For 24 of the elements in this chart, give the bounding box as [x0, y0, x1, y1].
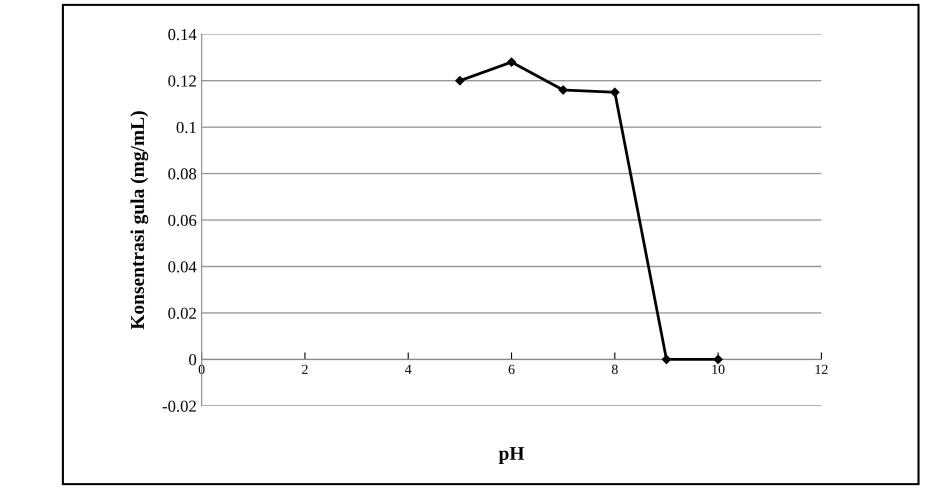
- x-tick-label: 4: [405, 364, 412, 374]
- y-tick-label: 0.1: [176, 122, 196, 134]
- point: [662, 354, 672, 364]
- point: [713, 354, 723, 364]
- x-tick-label: 0: [198, 364, 205, 374]
- y-tick-label: 0.08: [168, 168, 196, 180]
- point: [506, 57, 516, 67]
- x-tick-label: 6: [508, 364, 515, 374]
- y-tick-label: 0.12: [168, 75, 196, 87]
- y-tick-label: 0.04: [168, 261, 197, 273]
- y-tick-label: 0.14: [168, 28, 197, 40]
- point: [558, 85, 568, 95]
- y-tick-label: 0.06: [168, 214, 196, 226]
- point: [455, 76, 465, 86]
- y-tick-label: 0: [189, 354, 196, 366]
- y-tick-label: -0.02: [162, 400, 196, 412]
- x-tick-label: 12: [816, 364, 828, 374]
- x-tick-label: 8: [612, 364, 618, 374]
- point: [610, 88, 620, 97]
- x-axis-title: pH: [498, 447, 524, 464]
- y-tick-label: 0.02: [168, 308, 196, 319]
- y-axis-title: Konsentrasi gula (mg/mL): [130, 111, 148, 330]
- x-tick-label: 2: [302, 364, 308, 374]
- x-tick-label: 10: [712, 364, 725, 374]
